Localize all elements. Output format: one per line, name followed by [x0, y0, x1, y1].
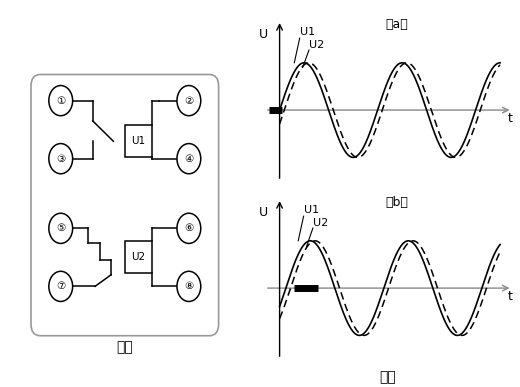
Circle shape: [177, 213, 201, 243]
Text: U1: U1: [132, 136, 146, 146]
Text: 图二: 图二: [379, 370, 396, 384]
Circle shape: [177, 144, 201, 174]
Text: ⑧: ⑧: [184, 281, 193, 291]
Text: U2: U2: [309, 39, 324, 50]
Text: t: t: [508, 290, 512, 303]
Bar: [125, 125, 152, 157]
Text: U1: U1: [300, 27, 315, 37]
Circle shape: [177, 271, 201, 301]
Text: ②: ②: [184, 96, 193, 106]
Text: U2: U2: [132, 252, 146, 262]
Text: U1: U1: [304, 205, 319, 215]
Text: ⑥: ⑥: [184, 223, 193, 233]
Text: ①: ①: [56, 96, 66, 106]
Circle shape: [49, 213, 73, 243]
Text: U: U: [259, 206, 268, 219]
Text: （b）: （b）: [386, 196, 409, 209]
Text: U2: U2: [313, 217, 328, 228]
Bar: [125, 241, 152, 273]
FancyBboxPatch shape: [31, 74, 218, 336]
Text: ⑤: ⑤: [56, 223, 66, 233]
Text: ⑦: ⑦: [56, 281, 66, 291]
Circle shape: [49, 144, 73, 174]
Circle shape: [49, 86, 73, 116]
Text: 图一: 图一: [116, 340, 133, 354]
Text: （a）: （a）: [386, 18, 409, 31]
Text: ④: ④: [184, 154, 193, 164]
Circle shape: [177, 86, 201, 116]
Text: U: U: [259, 28, 268, 41]
Text: ③: ③: [56, 154, 66, 164]
Text: t: t: [508, 112, 512, 125]
Circle shape: [49, 271, 73, 301]
